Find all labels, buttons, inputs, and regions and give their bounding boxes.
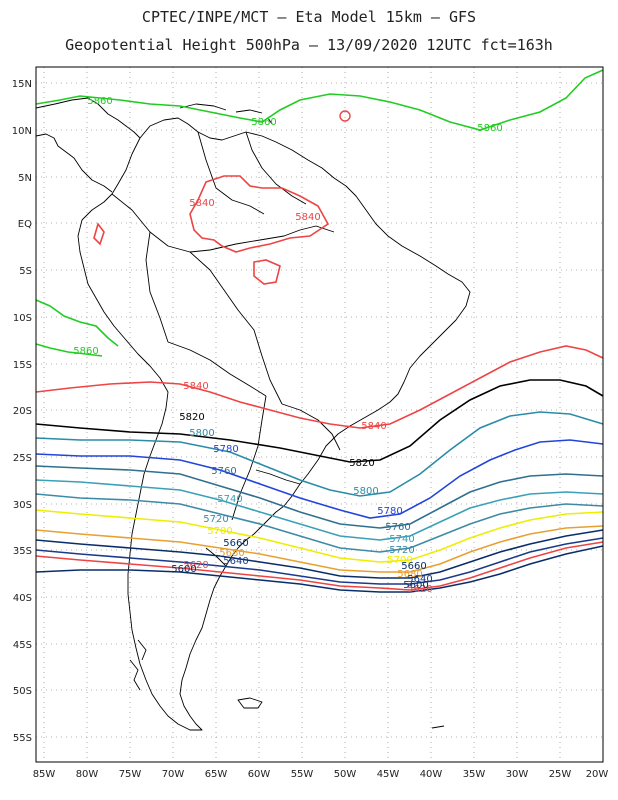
lon-tick-label: 55W xyxy=(291,769,314,780)
lat-tick-label: 15N xyxy=(12,79,32,90)
contour-label-5860: 5860 xyxy=(73,346,98,357)
contour-line-5600 xyxy=(35,545,604,593)
contour-label-5760: 5760 xyxy=(385,522,410,533)
contour-label-5840: 5840 xyxy=(189,198,214,209)
lat-tick-label: 5N xyxy=(18,173,32,184)
map-gridlines xyxy=(36,67,603,762)
contour-label-5620: 5620 xyxy=(407,584,432,595)
contour-line-5740 xyxy=(35,479,604,541)
contour-line-5720 xyxy=(35,493,604,553)
lon-tick-label: 25W xyxy=(549,769,572,780)
contour-label-5840: 5840 xyxy=(183,381,208,392)
contour-label-5640: 5640 xyxy=(223,556,248,567)
map-frame xyxy=(35,66,604,763)
contour-label-5860: 5860 xyxy=(87,96,112,107)
contour-label-5720: 5720 xyxy=(203,514,228,525)
contour-label-5860: 5860 xyxy=(251,117,276,128)
lat-tick-label: 10N xyxy=(12,126,32,137)
contour-label-5760: 5760 xyxy=(211,466,236,477)
lon-tick-label: 50W xyxy=(334,769,357,780)
contour-label-5640: 5640 xyxy=(407,574,432,585)
map-title-line-1: CPTEC/INPE/MCT – Eta Model 15km – GFS xyxy=(141,8,477,26)
contour-line-5780 xyxy=(35,439,604,519)
contour-line-5840-closed xyxy=(339,110,351,122)
lon-tick-label: 65W xyxy=(205,769,228,780)
map-title-line-2: Geopotential Height 500hPa – 13/09/2020 … xyxy=(65,36,553,54)
lat-tick-label: 50S xyxy=(13,686,32,697)
contour-label-5800: 5800 xyxy=(353,486,378,497)
coastlines-and-borders xyxy=(35,97,471,731)
lat-tick-label: 25S xyxy=(13,453,32,464)
contour-label-5740: 5740 xyxy=(389,534,414,545)
contour-line-5840 xyxy=(253,259,281,285)
lat-tick-label: 30S xyxy=(13,500,32,511)
lat-tick-label: 35S xyxy=(13,546,32,557)
contour-label-5860: 5860 xyxy=(477,123,502,134)
contour-line-5680 xyxy=(35,525,604,573)
contour-line-5760 xyxy=(35,465,604,529)
lon-tick-label: 75W xyxy=(119,769,142,780)
contour-label-5680: 5680 xyxy=(397,569,422,580)
contour-label-5600: 5600 xyxy=(171,564,196,575)
lat-tick-label: 20S xyxy=(13,406,32,417)
contour-line-5820 xyxy=(35,379,604,463)
lon-tick-label: 70W xyxy=(162,769,185,780)
longitude-tick-labels: 85W 80W 75W 70W 65W 60W 55W 50W 45W 40W 35W 30W 25W 2… xyxy=(33,769,609,780)
contour-line-5620 xyxy=(35,541,604,591)
contour-line-5860 xyxy=(35,299,119,347)
contour-line-5800 xyxy=(35,411,604,497)
lon-tick-label: 35W xyxy=(463,769,486,780)
contour-line-5860 xyxy=(35,343,103,357)
lat-tick-label: 10S xyxy=(13,313,32,324)
contour-label-5660: 5660 xyxy=(223,538,248,549)
contour-label-5620: 5620 xyxy=(183,560,208,571)
contour-label-5700: 5700 xyxy=(207,526,232,537)
lon-tick-label: 40W xyxy=(420,769,443,780)
contour-label-5780: 5780 xyxy=(377,506,402,517)
contour-line-5840 xyxy=(93,222,105,246)
contour-label-5660: 5660 xyxy=(401,561,426,572)
contour-label-5780: 5780 xyxy=(213,444,238,455)
lat-tick-label: 15S xyxy=(13,360,32,371)
contour-label-5820: 5820 xyxy=(179,412,204,423)
lon-tick-label: 45W xyxy=(377,769,400,780)
contour-label-5820: 5820 xyxy=(349,458,374,469)
geopotential-contours xyxy=(35,69,604,593)
lon-tick-label: 30W xyxy=(506,769,529,780)
lon-tick-label: 60W xyxy=(248,769,271,780)
contour-label-5800: 5800 xyxy=(189,428,214,439)
latitude-tick-labels: 15N 10N 5N EQ 5S 10S 15S 20S 25S 30S 35S 40S 45S 50S 5… xyxy=(12,79,32,744)
contour-line-5860 xyxy=(35,69,604,131)
contour-line-5840 xyxy=(35,345,604,429)
contour-label-5700: 5700 xyxy=(387,555,412,566)
contour-label-5840: 5840 xyxy=(295,212,320,223)
lon-tick-label: 80W xyxy=(76,769,99,780)
contour-label-5680: 5680 xyxy=(219,548,244,559)
contour-label-5720: 5720 xyxy=(389,545,414,556)
contour-labels: 5860 5860 5860 5860 5840 5840 5840 5840 5820 5820… xyxy=(73,96,502,595)
lat-tick-label: 55S xyxy=(13,733,32,744)
contour-label-5840: 5840 xyxy=(361,421,386,432)
lat-tick-label: EQ xyxy=(18,219,32,230)
lat-tick-label: 40S xyxy=(13,593,32,604)
lat-tick-label: 5S xyxy=(19,266,32,277)
contour-label-5740: 5740 xyxy=(217,494,242,505)
contour-line-5700 xyxy=(35,509,604,563)
lat-tick-label: 45S xyxy=(13,640,32,651)
lon-tick-label: 85W xyxy=(33,769,56,780)
contour-line-5640 xyxy=(35,537,604,585)
contour-line-5660 xyxy=(35,529,604,579)
contour-line-5840 xyxy=(189,175,330,253)
lon-tick-label: 20W xyxy=(586,769,609,780)
contour-label-5600: 5600 xyxy=(403,580,428,591)
